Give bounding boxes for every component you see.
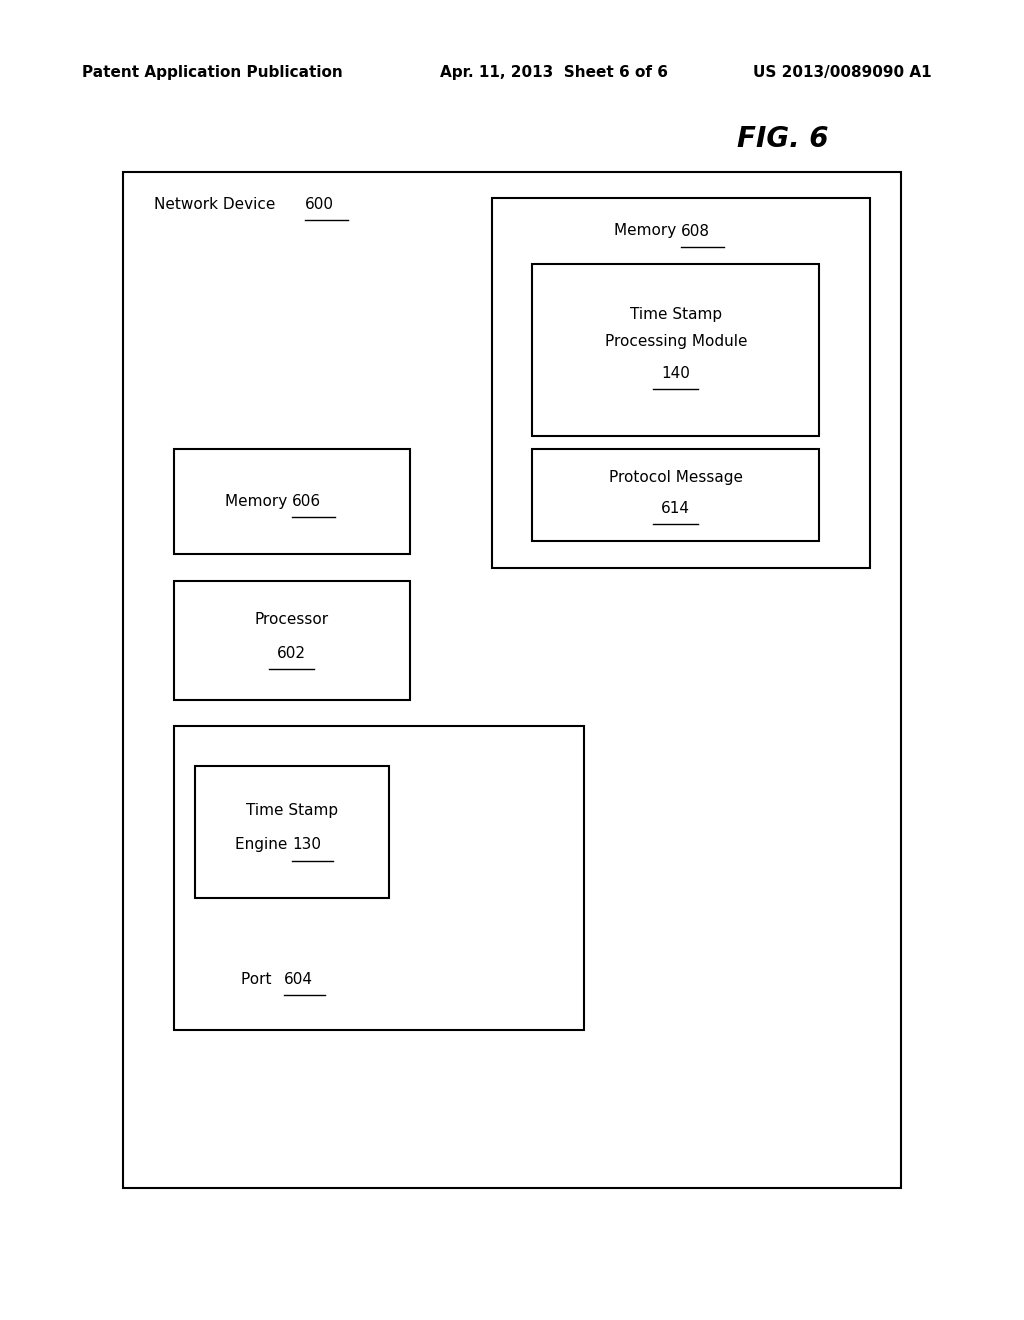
Text: 608: 608 bbox=[681, 223, 710, 239]
Text: 140: 140 bbox=[662, 366, 690, 381]
Text: Apr. 11, 2013  Sheet 6 of 6: Apr. 11, 2013 Sheet 6 of 6 bbox=[440, 65, 669, 81]
Text: 130: 130 bbox=[292, 837, 321, 853]
FancyBboxPatch shape bbox=[195, 766, 389, 898]
Text: US 2013/0089090 A1: US 2013/0089090 A1 bbox=[753, 65, 931, 81]
FancyBboxPatch shape bbox=[174, 581, 410, 700]
FancyBboxPatch shape bbox=[532, 264, 819, 436]
Text: 602: 602 bbox=[278, 645, 306, 661]
Text: Port: Port bbox=[241, 972, 276, 987]
FancyBboxPatch shape bbox=[174, 726, 584, 1030]
Text: Network Device: Network Device bbox=[154, 197, 280, 213]
Text: 614: 614 bbox=[662, 500, 690, 516]
Text: Memory: Memory bbox=[613, 223, 681, 239]
Text: Processing Module: Processing Module bbox=[604, 334, 748, 350]
Text: FIG. 6: FIG. 6 bbox=[737, 124, 828, 153]
Text: 604: 604 bbox=[284, 972, 312, 987]
FancyBboxPatch shape bbox=[123, 172, 901, 1188]
Text: Protocol Message: Protocol Message bbox=[609, 470, 742, 486]
FancyBboxPatch shape bbox=[174, 449, 410, 554]
FancyBboxPatch shape bbox=[532, 449, 819, 541]
Text: Memory: Memory bbox=[224, 494, 292, 510]
Text: 606: 606 bbox=[292, 494, 321, 510]
Text: Engine: Engine bbox=[234, 837, 292, 853]
Text: Time Stamp: Time Stamp bbox=[630, 306, 722, 322]
Text: Patent Application Publication: Patent Application Publication bbox=[82, 65, 343, 81]
Text: Processor: Processor bbox=[255, 611, 329, 627]
Text: 600: 600 bbox=[305, 197, 334, 213]
FancyBboxPatch shape bbox=[492, 198, 870, 568]
Text: Time Stamp: Time Stamp bbox=[246, 803, 338, 818]
